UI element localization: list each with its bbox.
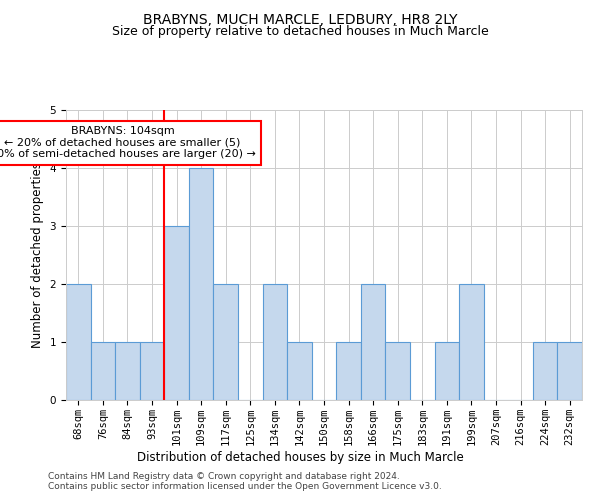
Bar bbox=[434, 342, 459, 400]
Bar bbox=[459, 284, 484, 400]
Bar bbox=[115, 342, 140, 400]
Bar bbox=[336, 342, 361, 400]
Bar bbox=[287, 342, 312, 400]
Y-axis label: Number of detached properties: Number of detached properties bbox=[31, 162, 44, 348]
Bar bbox=[140, 342, 164, 400]
Bar bbox=[189, 168, 214, 400]
Bar bbox=[533, 342, 557, 400]
Bar bbox=[557, 342, 582, 400]
Text: Contains public sector information licensed under the Open Government Licence v3: Contains public sector information licen… bbox=[48, 482, 442, 491]
Text: BRABYNS: 104sqm
← 20% of detached houses are smaller (5)
80% of semi-detached ho: BRABYNS: 104sqm ← 20% of detached houses… bbox=[0, 126, 256, 160]
Bar bbox=[164, 226, 189, 400]
Bar bbox=[263, 284, 287, 400]
Bar bbox=[385, 342, 410, 400]
Bar bbox=[66, 284, 91, 400]
Bar bbox=[91, 342, 115, 400]
Text: Distribution of detached houses by size in Much Marcle: Distribution of detached houses by size … bbox=[137, 451, 463, 464]
Text: BRABYNS, MUCH MARCLE, LEDBURY, HR8 2LY: BRABYNS, MUCH MARCLE, LEDBURY, HR8 2LY bbox=[143, 12, 457, 26]
Bar bbox=[361, 284, 385, 400]
Text: Size of property relative to detached houses in Much Marcle: Size of property relative to detached ho… bbox=[112, 25, 488, 38]
Bar bbox=[214, 284, 238, 400]
Text: Contains HM Land Registry data © Crown copyright and database right 2024.: Contains HM Land Registry data © Crown c… bbox=[48, 472, 400, 481]
